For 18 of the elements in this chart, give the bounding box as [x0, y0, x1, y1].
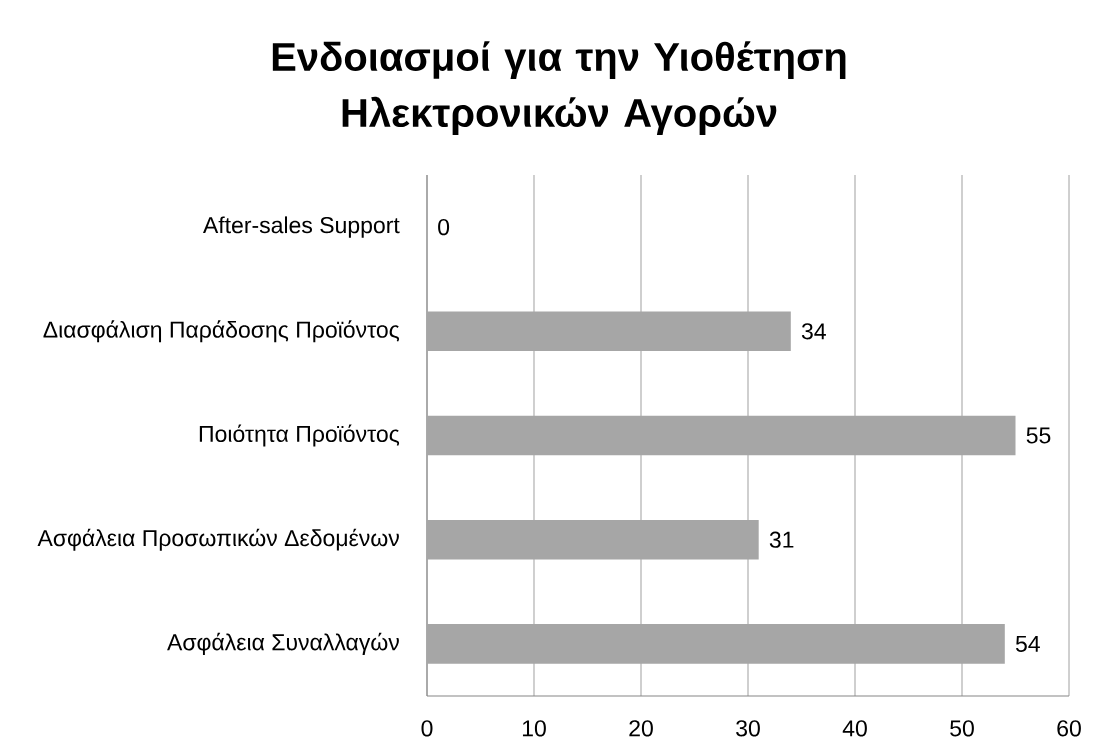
x-tick-label: 50 — [950, 720, 974, 737]
y-tick-label: Ποιότητα Προϊόντος — [199, 424, 400, 447]
y-tick-label: Διασφάλιση Παράδοσης Προϊόντος — [43, 320, 400, 343]
chart-title: Ενδοιασμοί για την Υιοθέτηση Ηλεκτρονικών Αγορών — [272, 41, 846, 135]
data-label: 54 — [1015, 635, 1040, 652]
data-label: 31 — [769, 531, 794, 548]
y-tick-label: Ασφάλεια Συναλλαγών — [167, 632, 399, 655]
data-label: 0 — [438, 218, 450, 236]
x-tick-label: 60 — [1057, 720, 1081, 737]
x-tick-label: 0 — [421, 720, 433, 737]
x-tick-label: 30 — [736, 720, 760, 737]
x-tick-label: 10 — [522, 720, 546, 737]
x-tick-label: 20 — [629, 720, 653, 737]
x-tick-label: 40 — [842, 720, 867, 737]
data-label: 55 — [1026, 427, 1051, 444]
y-tick-label: Ασφάλεια Προσωπικών Δεδομένων — [37, 528, 399, 551]
y-tick-label: After-sales Support — [202, 216, 400, 238]
data-label: 34 — [801, 323, 826, 340]
